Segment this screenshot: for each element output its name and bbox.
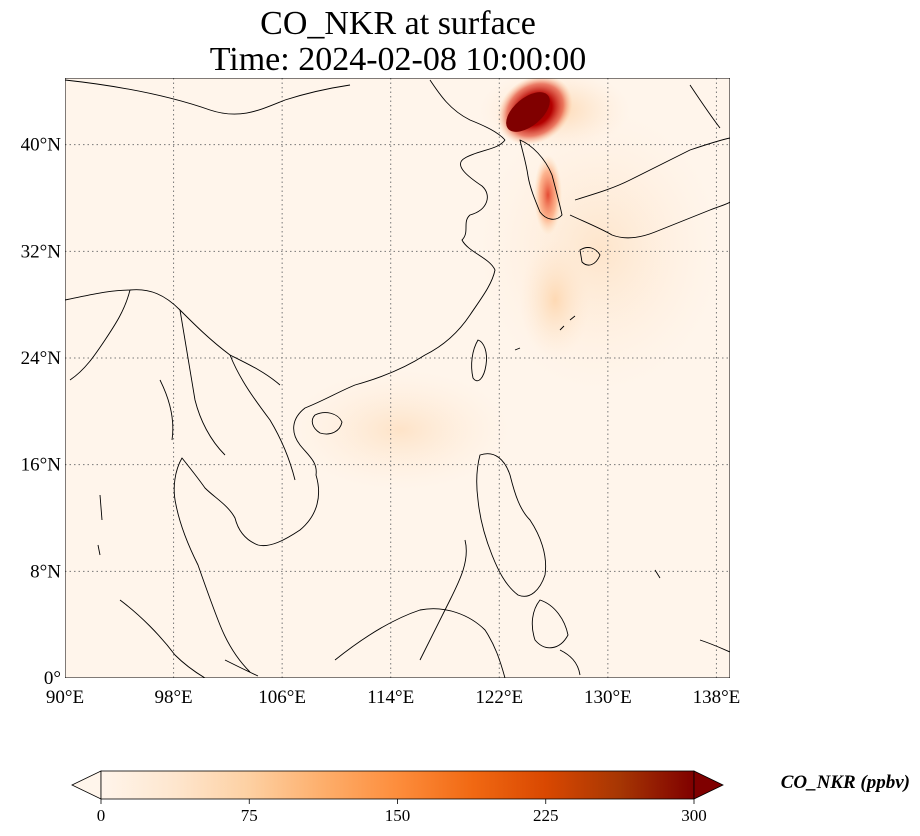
y-axis-ticks: 0° 8°N 16°N 24°N 32°N 40°N <box>21 135 62 689</box>
colorbar-tick-label: 225 <box>533 806 559 825</box>
colorbar-extend-left <box>71 770 102 800</box>
colorbar-tick-label: 75 <box>241 806 258 825</box>
plume-faint-south-japan <box>520 240 590 360</box>
x-tick-label: 114°E <box>367 687 414 708</box>
x-tick-label: 138°E <box>693 687 741 708</box>
plume-faint-east <box>480 110 720 390</box>
colorbar-body <box>100 770 695 800</box>
plume-northeast-china-peak <box>506 92 550 132</box>
colorbar-label: CO_NKR (ppbv) <box>781 772 910 793</box>
x-tick-label: 98°E <box>154 687 192 708</box>
colorbar-tick-label: 300 <box>681 806 707 825</box>
x-axis-ticks: 90°E 98°E 106°E 114°E 122°E 130°E 138°E <box>46 687 740 708</box>
y-tick-label: 16°N <box>21 455 62 476</box>
y-tick-label: 40°N <box>21 135 62 156</box>
colorbar: 0 75 150 225 300 CO_NKR (ppbv) <box>71 770 910 825</box>
x-tick-label: 122°E <box>475 687 523 708</box>
gridlines <box>65 78 730 678</box>
colorbar-tick-label: 150 <box>385 806 411 825</box>
concentration-field <box>290 78 720 490</box>
y-tick-label: 8°N <box>30 561 61 582</box>
colorbar-tick-label: 0 <box>97 806 106 825</box>
y-tick-label: 32°N <box>21 241 62 262</box>
plume-faint-scs <box>290 370 510 490</box>
map-subtitle-time: Time: 2024-02-08 10:00:00 <box>209 41 587 78</box>
colorbar-ticks: 0 75 150 225 300 <box>97 799 707 825</box>
plume-korea <box>534 155 562 235</box>
x-tick-label: 130°E <box>584 687 632 708</box>
colorbar-extend-right <box>693 770 724 800</box>
x-tick-label: 106°E <box>258 687 306 708</box>
map-title: CO_NKR at surface <box>260 5 536 42</box>
y-tick-label: 24°N <box>21 348 62 369</box>
y-tick-label: 0° <box>44 668 61 689</box>
x-tick-label: 90°E <box>46 687 84 708</box>
map-panel <box>65 78 730 678</box>
coastlines <box>65 79 730 678</box>
